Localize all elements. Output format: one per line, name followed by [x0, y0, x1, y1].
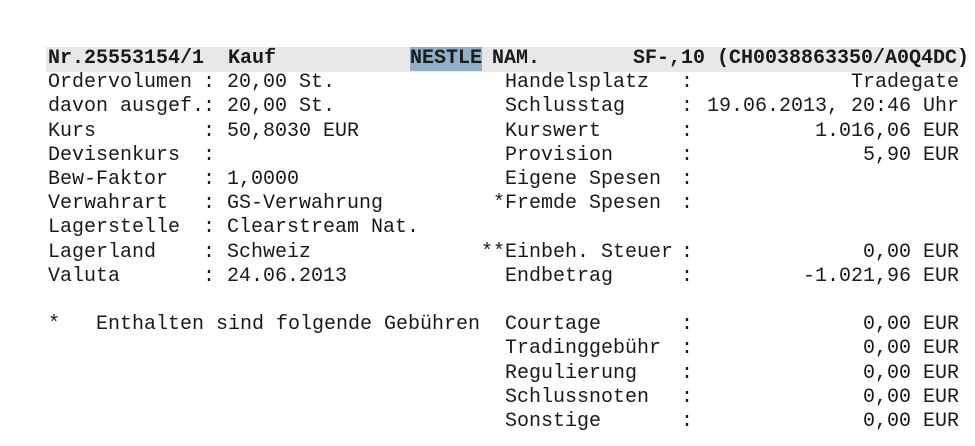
field-separator: : [681, 119, 694, 143]
field-separator: : [681, 385, 694, 409]
field-separator: : [681, 361, 694, 385]
field-separator: : [203, 95, 216, 119]
field-separator: : [681, 337, 694, 361]
field-label: Endbetrag [505, 264, 614, 288]
field-label: Kurswert [505, 119, 602, 143]
field-value: 20,00 St. [227, 71, 336, 95]
field-separator: : [681, 410, 694, 433]
field-label: Provision [505, 143, 614, 167]
field-label: Schlusstag [505, 95, 626, 119]
field-separator: : [681, 168, 694, 191]
field-value: 0,00 EUR [862, 240, 959, 264]
field-value: 1,0000 [227, 168, 300, 191]
field-separator: : [681, 95, 694, 119]
field-separator: : [681, 143, 694, 167]
fee-value: 0,00 EUR [862, 410, 959, 433]
order-number: Nr.25553154/1 [48, 47, 205, 70]
field-value: 50,8030 EUR [227, 119, 360, 143]
field-value [600, 168, 959, 192]
security-id: SF-,10 (CH0038863350/A0Q4DC) [633, 47, 970, 70]
fee-label: Regulierung [505, 361, 638, 385]
field-value: 19.06.2013, 20:46 Uhr [706, 95, 959, 119]
footnote-marker: * [48, 313, 61, 336]
order-type: Kauf [228, 47, 277, 70]
field-value: 20,00 St. [227, 95, 336, 119]
field-label: Eigene Spesen [505, 168, 662, 191]
field-label: Devisenkurs [48, 143, 181, 167]
security-name-rest: NAM. [492, 47, 541, 70]
footnote-text: Enthalten sind folgende Gebühren [96, 313, 481, 336]
field-value: Tradegate [850, 71, 959, 95]
fee-label: Tradinggebühr [505, 337, 662, 361]
field-separator: : [681, 240, 694, 264]
field-value: Schweiz [227, 240, 312, 264]
field-separator: : [681, 192, 694, 216]
field-value: 1.016,06 EUR [814, 119, 959, 143]
field-value [600, 192, 959, 216]
fee-value: 0,00 EUR [862, 313, 959, 337]
fee-value: 0,00 EUR [862, 385, 959, 409]
field-label: Kurs [48, 119, 97, 143]
field-separator: : [203, 216, 216, 240]
fee-label: Courtage [505, 313, 602, 337]
field-label: **Einbeh. Steuer [481, 240, 674, 264]
field-value: GS-Verwahrung [227, 192, 384, 216]
field-label: *Fremde Spesen [493, 192, 662, 216]
field-separator: : [203, 264, 216, 288]
field-value: 5,90 EUR [862, 143, 959, 167]
field-separator: : [203, 143, 216, 167]
field-separator: : [203, 168, 216, 191]
field-label: Lagerland [48, 240, 157, 264]
field-separator: : [203, 192, 216, 216]
fee-value: 0,00 EUR [862, 361, 959, 385]
fee-value: 0,00 EUR [862, 337, 959, 361]
header-band [46, 47, 960, 72]
field-label: Handelsplatz [505, 71, 650, 95]
field-separator: : [203, 71, 216, 95]
field-value: Clearstream Nat. [227, 216, 420, 240]
field-label: Ordervolumen [48, 71, 193, 95]
security-name-highlight[interactable]: NESTLE [410, 47, 483, 71]
field-separator: : [681, 313, 694, 337]
field-label: Lagerstelle [48, 216, 181, 240]
field-separator: : [681, 71, 694, 95]
field-label: davon ausgef. [48, 95, 205, 119]
fee-label: Schlussnoten [505, 385, 650, 409]
field-separator: : [681, 264, 694, 288]
field-label: Verwahrart [48, 192, 169, 216]
field-value: 24.06.2013 [227, 264, 348, 288]
fee-label: Sonstige [505, 410, 602, 433]
field-value: -1.021,96 EUR [802, 264, 959, 288]
field-separator: : [203, 240, 216, 264]
field-separator: : [203, 119, 216, 143]
field-label: Bew-Faktor [48, 168, 169, 191]
field-label: Valuta [48, 264, 121, 288]
